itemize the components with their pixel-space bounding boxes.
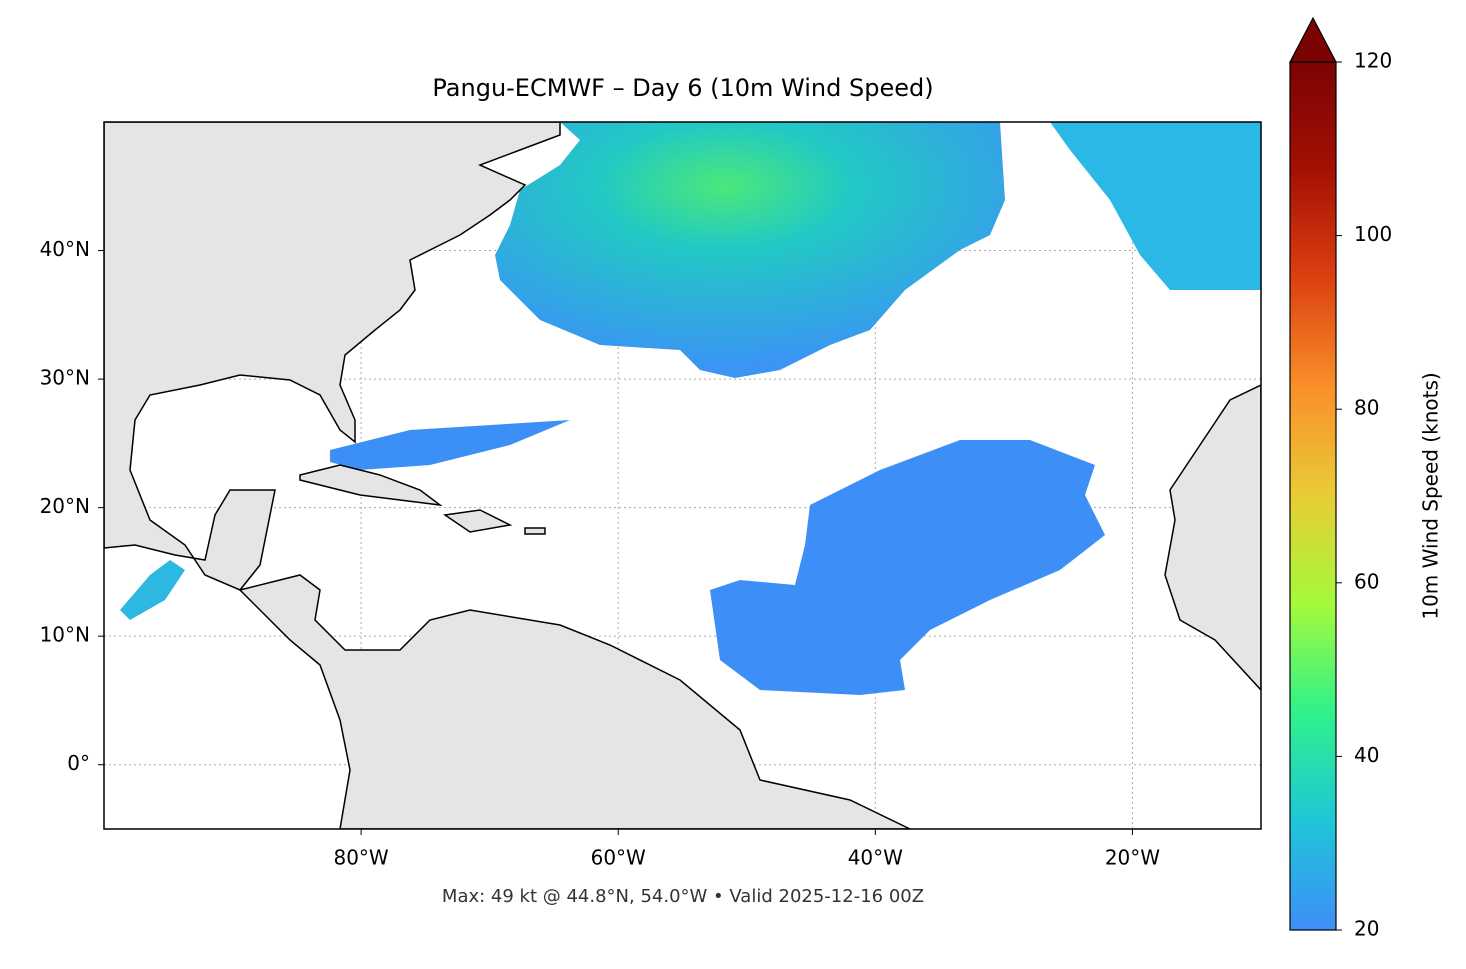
x-tick-label: 20°W — [1105, 846, 1160, 870]
colorbar-tick-label: 100 — [1354, 222, 1392, 246]
colorbar-tick-label: 120 — [1354, 49, 1392, 73]
cuba — [299, 464, 443, 507]
footer-note: Max: 49 kt @ 44.8°N, 54.0°W • Valid 2025… — [442, 886, 924, 907]
map-title: Pangu-ECMWF – Day 6 (10m Wind Speed) — [432, 74, 933, 102]
y-tick-label: 10°N — [40, 623, 90, 647]
wind-field — [495, 122, 1005, 378]
wind-field — [120, 560, 185, 620]
wind-field — [330, 420, 570, 470]
colorbar — [1289, 61, 1337, 931]
north-america — [104, 122, 561, 591]
south-america — [238, 574, 911, 829]
x-tick-label: 60°W — [591, 846, 646, 870]
map-frame — [103, 121, 1262, 830]
wind-field — [710, 440, 1105, 695]
colorbar-label: 10m Wind Speed (knots) — [1419, 372, 1443, 619]
y-tick-label: 0° — [67, 751, 90, 775]
colorbar-tick-label: 40 — [1354, 743, 1379, 767]
hispaniola — [442, 509, 513, 533]
x-tick-label: 80°W — [333, 846, 388, 870]
colorbar-extend — [1289, 16, 1337, 63]
wind-field — [1050, 122, 1261, 290]
puerto-rico — [524, 527, 546, 535]
map-area — [104, 122, 1261, 829]
colorbar-tick-label: 80 — [1354, 396, 1379, 420]
y-tick-label: 40°N — [40, 237, 90, 261]
africa — [1164, 384, 1261, 692]
colorbar-tick-label: 60 — [1354, 569, 1379, 593]
colorbar-tick-label: 20 — [1354, 917, 1379, 941]
y-tick-label: 30°N — [40, 366, 90, 390]
y-tick-label: 20°N — [40, 494, 90, 518]
x-tick-label: 40°W — [848, 846, 903, 870]
